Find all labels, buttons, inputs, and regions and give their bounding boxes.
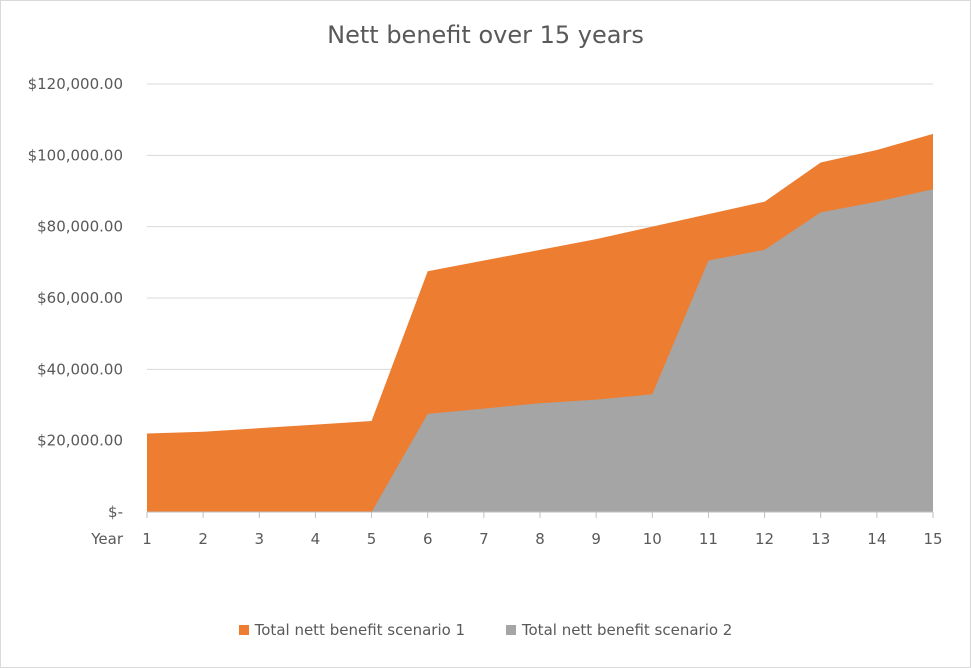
legend: Total nett benefit scenario 1 Total nett… xyxy=(1,621,970,639)
legend-swatch-scenario-2 xyxy=(505,625,516,635)
x-tick-label: 5 xyxy=(367,530,377,548)
y-tick-label: $100,000.00 xyxy=(28,146,123,164)
x-tick-label: 9 xyxy=(591,530,601,548)
x-tick-label: 11 xyxy=(699,530,718,548)
area-series-2 xyxy=(147,189,933,512)
x-tick-label: 15 xyxy=(923,530,942,548)
legend-item-scenario-2: Total nett benefit scenario 2 xyxy=(505,621,733,639)
y-tick-label: $20,000.00 xyxy=(37,432,123,450)
legend-item-scenario-1: Total nett benefit scenario 1 xyxy=(238,621,466,639)
x-tick-label: 13 xyxy=(811,530,830,548)
x-tick-label: 10 xyxy=(643,530,662,548)
y-tick-label: $60,000.00 xyxy=(37,289,123,307)
x-tick-label: 3 xyxy=(255,530,265,548)
x-tick-label: 8 xyxy=(535,530,545,548)
legend-label-scenario-1: Total nett benefit scenario 1 xyxy=(254,621,466,639)
x-tick-label: 1 xyxy=(142,530,152,548)
x-tick-label: 12 xyxy=(755,530,774,548)
legend-label-scenario-2: Total nett benefit scenario 2 xyxy=(521,621,733,639)
x-tick-label: 6 xyxy=(423,530,433,548)
x-tick-label: 4 xyxy=(311,530,321,548)
y-tick-label: $40,000.00 xyxy=(37,360,123,378)
y-tick-label: $120,000.00 xyxy=(28,75,123,93)
x-tick-label: 2 xyxy=(198,530,208,548)
x-tick-label: 7 xyxy=(479,530,489,548)
x-tick-label: 14 xyxy=(867,530,886,548)
chart-title: Nett benefit over 15 years xyxy=(327,21,644,49)
y-tick-label: $80,000.00 xyxy=(37,218,123,236)
legend-swatch-scenario-1 xyxy=(238,625,249,635)
y-tick-label: $- xyxy=(108,503,123,521)
plot-area: $- $20,000.00 $40,000.00 $60,000.00 $80,000.… xyxy=(28,75,943,548)
x-axis-title: Year xyxy=(90,530,124,548)
